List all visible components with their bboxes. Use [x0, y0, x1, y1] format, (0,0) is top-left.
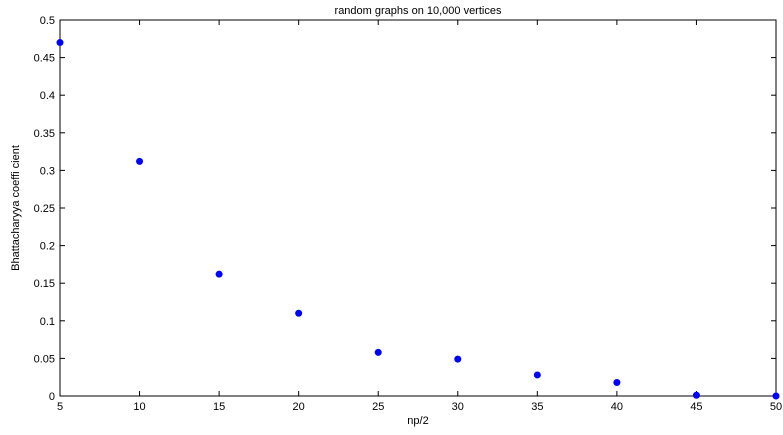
x-tick-label: 10 — [133, 401, 145, 413]
axis-ticks: 5 10 15 20 25 30 35 40 45 50 0 0.05 0.1 0.15 0.2 0.25 0.… — [34, 15, 783, 413]
x-axis-label: np/2 — [407, 415, 428, 427]
y-tick-label: 0.05 — [34, 353, 55, 365]
plot-frame — [59, 19, 777, 397]
y-axis-label: Bhattacharyya coeffi cient — [10, 145, 22, 271]
x-tick-label: 30 — [452, 401, 464, 413]
data-point — [215, 270, 223, 278]
x-tick-label: 40 — [611, 401, 623, 413]
data-point — [295, 309, 303, 317]
data-point — [374, 348, 382, 356]
data-point — [613, 378, 621, 386]
y-tick-label: 0.2 — [40, 241, 55, 253]
data-point — [136, 157, 144, 165]
y-tick-label: 0.15 — [34, 278, 55, 290]
x-tick-label: 45 — [690, 401, 702, 413]
x-tick-label: 5 — [57, 401, 63, 413]
data-points — [56, 39, 780, 400]
y-tick-label: 0 — [49, 391, 55, 403]
chart-title: random graphs on 10,000 vertices — [335, 5, 502, 17]
data-point — [772, 392, 780, 400]
x-tick-label: 25 — [372, 401, 384, 413]
data-point — [533, 371, 541, 379]
x-tick-label: 20 — [293, 401, 305, 413]
x-tick-label: 50 — [770, 401, 782, 413]
y-tick-label: 0.4 — [40, 90, 55, 102]
data-point — [692, 391, 700, 399]
data-point — [454, 355, 462, 363]
y-tick-label: 0.3 — [40, 165, 55, 177]
y-tick-label: 0.5 — [40, 15, 55, 27]
data-point — [56, 39, 64, 47]
x-tick-label: 15 — [213, 401, 225, 413]
y-tick-label: 0.25 — [34, 203, 55, 215]
y-tick-label: 0.45 — [34, 53, 55, 65]
x-tick-label: 35 — [531, 401, 543, 413]
y-tick-label: 0.35 — [34, 128, 55, 140]
y-tick-label: 0.1 — [40, 316, 55, 328]
